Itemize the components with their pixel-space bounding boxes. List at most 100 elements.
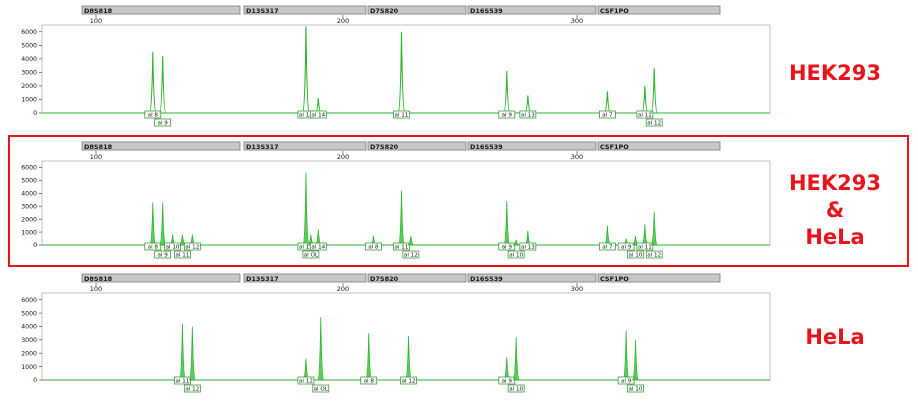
y-tick-label: 5000 [21, 178, 37, 185]
y-tick-label: 4000 [21, 56, 37, 63]
allele-label-box [627, 250, 644, 259]
allele-label-box [309, 242, 327, 251]
allele-label: al 9 [158, 253, 169, 259]
allele-label: al 10 [629, 253, 643, 259]
allele-label-box [183, 242, 201, 251]
allele-label: al 14 [311, 113, 325, 119]
marker-bar [81, 5, 241, 15]
x-tick-label: 300 [571, 17, 583, 25]
marker-label: D7S820 [370, 7, 399, 15]
y-tick-label: 3000 [21, 337, 37, 344]
panel-1: D8S818 D13S317 D7S820 D16S539 CSF1PO 100 200 30… [21, 5, 771, 127]
allele-label: al 10 [629, 387, 643, 393]
peak [404, 335, 413, 381]
allele-label-box [297, 376, 315, 385]
marker-label: CSF1PO [600, 275, 629, 283]
y-tick-label: 6000 [21, 297, 37, 304]
allele-label: al 10 [509, 253, 523, 259]
allele-label-box [402, 250, 420, 259]
marker-label: D7S820 [370, 275, 399, 283]
panel-3: D8S818 D13S317 D7S820 D16S539 CSF1PO 100 200 30… [21, 273, 771, 393]
allele-label-box [645, 118, 663, 127]
peak [512, 239, 520, 246]
allele-label-box [400, 376, 417, 385]
peak [641, 85, 649, 114]
allele-label-box [617, 376, 635, 385]
marker-label: D16S539 [470, 275, 503, 283]
marker-bar [367, 141, 467, 151]
marker-label: D8S818 [84, 143, 113, 151]
label-mix: HEK293 & HeLa [770, 170, 900, 251]
y-tick-label: 1000 [21, 229, 37, 236]
allele-label-box [519, 110, 537, 119]
allele-label: al 11 [176, 253, 190, 259]
y-tick-label: 6000 [21, 165, 37, 172]
peak [365, 333, 373, 381]
peak [622, 330, 630, 381]
label-mix-line3: HeLa [805, 225, 865, 249]
allele-label-box [154, 250, 172, 259]
peak [650, 68, 658, 114]
peak [302, 26, 310, 114]
peak [603, 91, 611, 114]
y-tick-label: 3000 [21, 203, 37, 210]
allele-label-box [393, 110, 410, 119]
allele-label: al 8 [148, 245, 159, 251]
marker-label: CSF1PO [600, 7, 629, 15]
peak [158, 56, 167, 114]
label-mix-line1: HEK293 [788, 171, 882, 195]
peak [512, 337, 520, 381]
allele-label-box [599, 242, 616, 251]
allele-label-box [174, 376, 191, 385]
peak [149, 52, 157, 114]
marker-label: D13S317 [246, 275, 279, 283]
x-tick-label: 100 [90, 17, 102, 25]
marker-bar [243, 5, 367, 15]
allele-label: al 12 [299, 379, 313, 385]
peak [524, 95, 532, 114]
y-tick-label: 4000 [21, 324, 37, 331]
allele-label: al 12 [299, 245, 313, 251]
marker-label: D8S818 [84, 275, 113, 283]
allele-label-box [617, 242, 635, 251]
marker-bar [81, 141, 241, 151]
y-tick-label: 1000 [21, 97, 37, 104]
allele-label: al 12 [647, 253, 661, 259]
marker-label: D7S820 [370, 143, 399, 151]
allele-label: al 8 [148, 113, 159, 119]
y-tick-label: 5000 [21, 43, 37, 50]
allele-label: al 9 [502, 379, 513, 385]
allele-label-box [164, 242, 181, 251]
marker-bar [467, 141, 597, 151]
marker-label: D13S317 [246, 143, 279, 151]
allele-label: al 9 [502, 113, 513, 119]
y-tick-label: 5000 [21, 310, 37, 317]
peak [302, 172, 310, 246]
marker-bar [467, 273, 597, 283]
allele-label: al 8 [368, 245, 379, 251]
allele-label: al 9 [502, 245, 513, 251]
allele-label-box [627, 384, 644, 393]
y-tick-label: 0 [33, 110, 37, 117]
allele-label-box [154, 118, 172, 127]
marker-bar [243, 273, 367, 283]
y-tick-label: 6000 [21, 29, 37, 36]
peak [650, 211, 658, 246]
y-tick-label: 3000 [21, 70, 37, 77]
x-tick-label: 200 [337, 153, 349, 161]
allele-label: al 7 [602, 113, 613, 119]
plot-frame [41, 292, 771, 381]
marker-bar [467, 5, 597, 15]
allele-label: al 12 [185, 245, 199, 251]
allele-label-box [365, 242, 382, 251]
marker-label: D8S818 [84, 7, 113, 15]
allele-label-box [498, 376, 516, 385]
marker-bar [597, 5, 721, 15]
x-tick-label: 300 [571, 153, 583, 161]
allele-label: al 10 [509, 387, 523, 393]
allele-label: al 8 [364, 379, 375, 385]
x-tick-label: 200 [337, 285, 349, 293]
allele-label-box [312, 384, 330, 393]
x-tick-label: 300 [571, 285, 583, 293]
